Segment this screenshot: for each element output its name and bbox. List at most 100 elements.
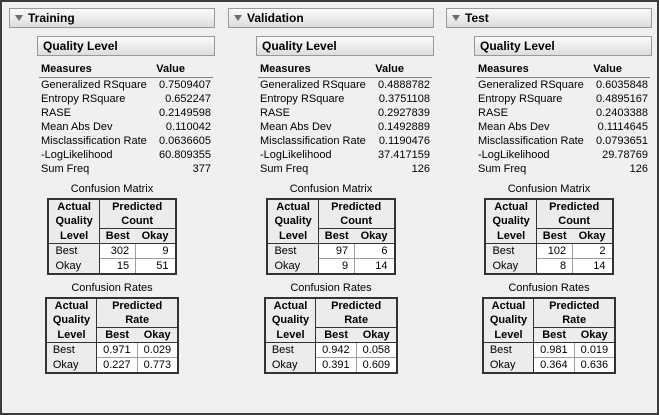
measure-row: RASE 0.2927839 xyxy=(258,106,432,120)
cm-data-row: Okay 8 14 xyxy=(485,258,614,275)
level-label: Level xyxy=(267,228,319,244)
count-label: Count xyxy=(318,214,395,229)
cm-header-row: Level Best Okay xyxy=(48,228,176,244)
confusion-matrix-table: Actual Predicted Quality Count Level Bes… xyxy=(266,198,396,275)
measure-name: Sum Freq xyxy=(260,163,309,175)
confusion-rates-title: Confusion Rates xyxy=(290,282,372,294)
cm-data-row: Best 0.971 0.029 xyxy=(45,342,179,358)
measure-name: -LogLikelihood xyxy=(478,149,550,161)
cm-header-row: Quality Count xyxy=(48,214,176,229)
measures-table: Measures Value Generalized RSquare 0.603… xyxy=(476,62,650,176)
outline-header-quality-level[interactable]: Quality Level xyxy=(256,36,434,56)
cm-header-row: Actual Predicted xyxy=(267,199,394,214)
panel-training: Training Quality Level Measures Value Ge… xyxy=(9,8,215,374)
panel-title: Validation xyxy=(247,11,304,25)
outline-header-quality-level[interactable]: Quality Level xyxy=(37,36,215,56)
measure-value: 0.4895167 xyxy=(596,93,648,105)
cm-data-row: Best 97 6 xyxy=(267,243,396,259)
measure-row: Sum Freq 126 xyxy=(476,162,650,176)
level-label: Level xyxy=(482,327,535,343)
measures-header-row: Measures Value xyxy=(476,62,650,78)
measures-col-header: Measures xyxy=(39,62,155,78)
cell-value: 0.227 xyxy=(96,357,138,374)
okay-col-header: Okay xyxy=(135,228,176,244)
row-label: Okay xyxy=(48,258,100,274)
measure-name: Mean Abs Dev xyxy=(41,121,113,133)
measures-col-header: Measures xyxy=(258,62,374,78)
actual-label: Actual xyxy=(45,298,98,313)
measure-value: 0.110042 xyxy=(165,121,211,133)
cm-header-row: Actual Predicted xyxy=(482,298,615,313)
count-label: Count xyxy=(99,214,176,229)
measure-name: Generalized RSquare xyxy=(260,79,366,91)
measure-row: Sum Freq 126 xyxy=(258,162,432,176)
cm-data-row: Okay 0.364 0.636 xyxy=(482,357,616,374)
measure-value: 126 xyxy=(411,163,430,175)
measure-value: 60.809355 xyxy=(159,149,211,161)
cell-value: 0.609 xyxy=(355,357,398,374)
measure-name: Entropy RSquare xyxy=(260,93,345,105)
best-col-header: Best xyxy=(318,228,355,244)
cell-value: 0.981 xyxy=(533,342,575,358)
row-label: Okay xyxy=(45,357,98,373)
disclosure-triangle-icon[interactable] xyxy=(452,15,460,21)
measures-header-row: Measures Value xyxy=(39,62,213,78)
measure-name: -LogLikelihood xyxy=(41,149,113,161)
disclosure-triangle-icon[interactable] xyxy=(234,15,242,21)
cm-header-row: Level Best Okay xyxy=(267,228,395,244)
cell-value: 0.773 xyxy=(136,357,179,374)
cell-value: 9 xyxy=(135,243,177,259)
measure-value: 29.78769 xyxy=(602,149,648,161)
measure-row: Misclassification Rate 0.1190476 xyxy=(258,134,432,148)
cm-data-row: Okay 0.227 0.773 xyxy=(45,357,179,374)
cell-value: 15 xyxy=(98,258,137,275)
cell-value: 302 xyxy=(98,243,137,259)
cell-value: 0.971 xyxy=(96,342,138,358)
predicted-label: Predicted xyxy=(112,300,163,312)
level-label: Level xyxy=(485,228,537,244)
value-col-header: Value xyxy=(591,62,650,78)
outline-header-quality-level[interactable]: Quality Level xyxy=(474,36,652,56)
row-label: Best xyxy=(485,243,537,259)
confusion-matrix-title: Confusion Matrix xyxy=(507,183,591,195)
measure-row: -LogLikelihood 60.809355 xyxy=(39,148,213,162)
actual-label: Actual xyxy=(482,298,535,313)
cell-value: 14 xyxy=(572,258,614,275)
outline-header-validation[interactable]: Validation xyxy=(228,8,434,28)
best-col-header: Best xyxy=(536,228,573,244)
disclosure-triangle-icon[interactable] xyxy=(15,15,23,21)
actual-label: Actual xyxy=(264,298,317,313)
okay-col-header: Okay xyxy=(356,327,398,343)
row-label: Best xyxy=(45,342,98,358)
measure-row: Misclassification Rate 0.0793651 xyxy=(476,134,650,148)
best-col-header: Best xyxy=(533,327,575,343)
rate-label: Rate xyxy=(315,313,398,328)
cm-data-row: Best 0.942 0.058 xyxy=(264,342,398,358)
rate-label: Rate xyxy=(96,313,179,328)
measure-name: Mean Abs Dev xyxy=(478,121,550,133)
measures-table: Measures Value Generalized RSquare 0.750… xyxy=(39,62,213,176)
row-label: Best xyxy=(482,342,535,358)
measure-value: 0.7509407 xyxy=(159,79,211,91)
cell-value: 0.058 xyxy=(355,342,398,358)
cm-header-row: Level Best Okay xyxy=(482,327,616,343)
cm-data-row: Best 302 9 xyxy=(48,243,177,259)
predicted-label: Predicted xyxy=(549,300,600,312)
measure-name: Misclassification Rate xyxy=(260,135,366,147)
value-col-header: Value xyxy=(373,62,432,78)
cell-value: 6 xyxy=(354,243,396,259)
measure-value: 37.417159 xyxy=(378,149,430,161)
actual-label: Actual xyxy=(485,199,537,214)
measure-row: Generalized RSquare 0.4888782 xyxy=(258,78,432,93)
cm-data-row: Best 102 2 xyxy=(485,243,614,259)
cell-value: 9 xyxy=(317,258,356,275)
cm-data-row: Okay 9 14 xyxy=(267,258,396,275)
measure-row: Generalized RSquare 0.7509407 xyxy=(39,78,213,93)
outline-header-test[interactable]: Test xyxy=(446,8,652,28)
measure-name: RASE xyxy=(478,107,508,119)
measure-value: 0.0636605 xyxy=(159,135,211,147)
outline-header-training[interactable]: Training xyxy=(9,8,215,28)
measure-row: Entropy RSquare 0.3751108 xyxy=(258,92,432,106)
quality-label: Quality xyxy=(485,214,537,229)
quality-label: Quality xyxy=(482,313,535,328)
